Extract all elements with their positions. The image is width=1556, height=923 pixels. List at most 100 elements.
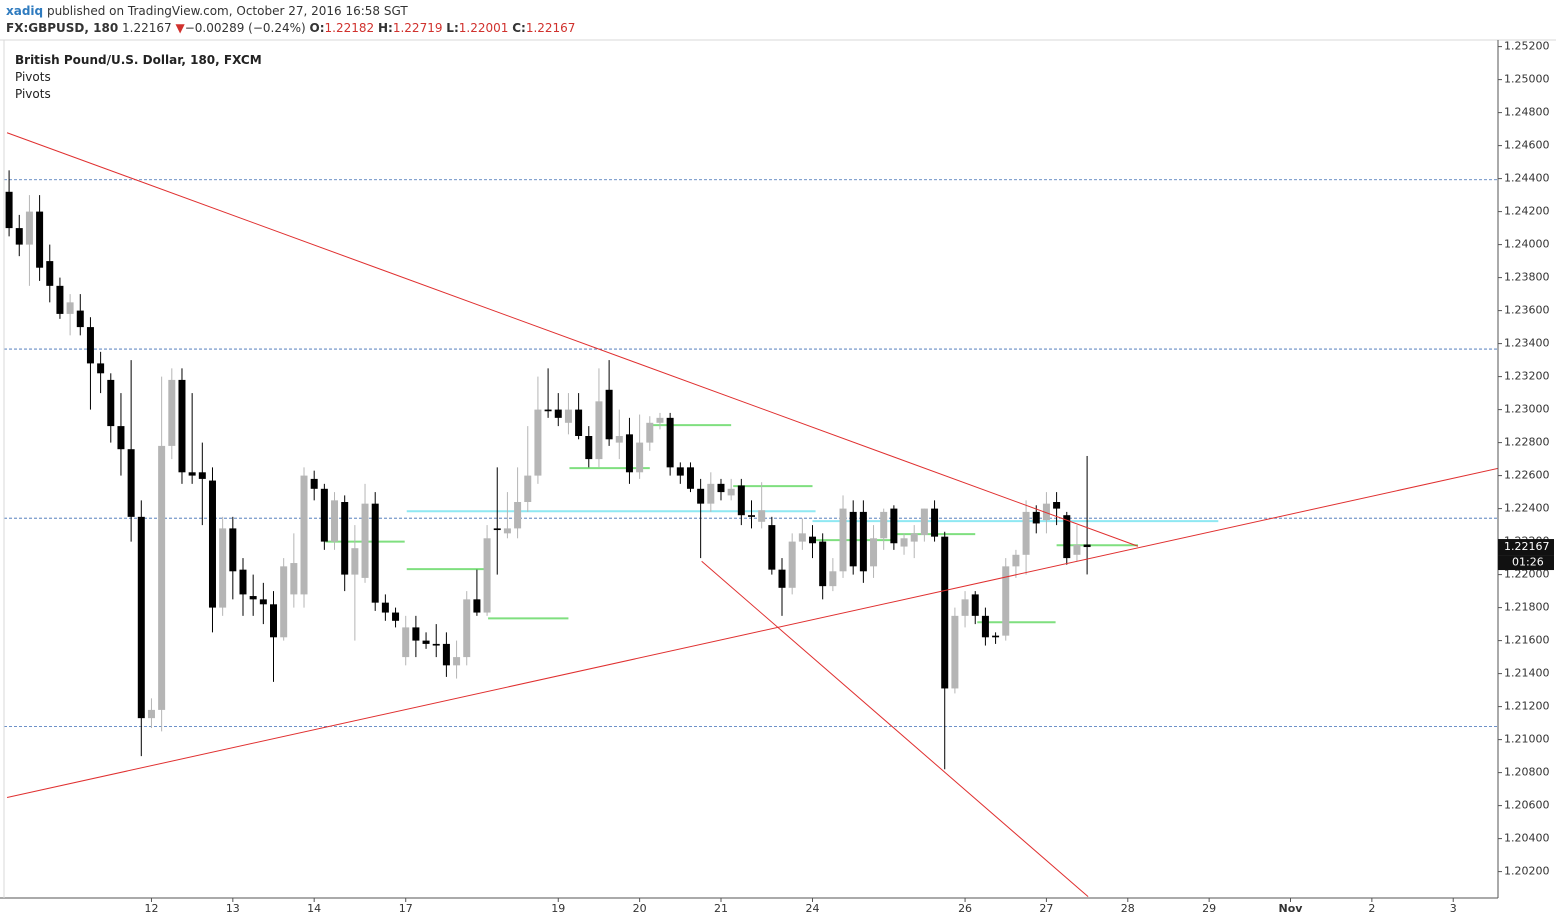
x-tick-label: 12 xyxy=(144,902,158,915)
candle-body xyxy=(829,571,837,587)
candle-body xyxy=(66,302,74,314)
candle-body xyxy=(86,327,94,364)
candle-body xyxy=(46,261,54,286)
symbol: FX:GBPUSD, 180 xyxy=(6,21,119,35)
candle-body xyxy=(839,508,847,572)
publish-line: xadiq published on TradingView.com, Octo… xyxy=(6,4,408,18)
y-tick-label: 1.24600 xyxy=(1504,139,1550,152)
candle-body xyxy=(554,409,562,418)
candle-body xyxy=(473,599,481,613)
candle-body xyxy=(25,211,33,245)
x-tick-label: Nov xyxy=(1279,902,1304,915)
y-tick-label: 1.21800 xyxy=(1504,601,1550,614)
candle-body xyxy=(158,445,166,710)
candle-body xyxy=(76,310,84,328)
candle-body xyxy=(402,627,410,658)
candle-body xyxy=(758,510,766,522)
candle-body xyxy=(534,409,542,476)
y-tick-label: 1.20400 xyxy=(1504,832,1550,845)
candle-body xyxy=(361,503,369,578)
candle-body xyxy=(56,285,64,314)
candle-body xyxy=(524,475,532,502)
candle-body xyxy=(951,615,959,689)
candle-body xyxy=(819,541,827,587)
x-tick-label: 19 xyxy=(551,902,565,915)
candle-body xyxy=(463,599,471,658)
candle-body xyxy=(971,594,979,616)
candle-body xyxy=(595,401,603,460)
y-tick-label: 1.21400 xyxy=(1504,667,1550,680)
y-tick-label: 1.23800 xyxy=(1504,271,1550,284)
trend-line xyxy=(6,132,1139,547)
x-tick-label: 26 xyxy=(958,902,972,915)
candle-body xyxy=(575,409,583,436)
candle-body xyxy=(107,379,115,427)
legend-study[interactable]: Pivots xyxy=(15,70,51,84)
candle-body xyxy=(859,511,867,572)
y-tick-label: 1.25000 xyxy=(1504,73,1550,86)
candle-body xyxy=(788,541,796,588)
x-tick-label: 13 xyxy=(226,902,240,915)
candle-body xyxy=(147,709,155,719)
candle-body xyxy=(351,548,359,575)
candle-body xyxy=(656,417,664,423)
x-tick-label: 28 xyxy=(1121,902,1135,915)
x-tick-label: 14 xyxy=(307,902,321,915)
candle-body xyxy=(1083,544,1091,548)
candle-body xyxy=(208,480,216,608)
x-tick-label: 24 xyxy=(806,902,820,915)
y-tick-label: 1.24200 xyxy=(1504,205,1550,218)
legend-title: British Pound/U.S. Dollar, 180, FXCM xyxy=(15,53,262,67)
change: −0.00289 (−0.24%) xyxy=(184,21,306,35)
candle-body xyxy=(239,569,247,595)
x-tick-label: 2 xyxy=(1368,902,1375,915)
y-tick-label: 1.22600 xyxy=(1504,469,1550,482)
candle-body xyxy=(605,389,613,440)
arrow: ▼ xyxy=(175,21,185,35)
y-tick-label: 1.23400 xyxy=(1504,337,1550,350)
candle-body xyxy=(870,538,878,567)
y-tick-label: 1.21000 xyxy=(1504,733,1550,746)
candle-body xyxy=(737,485,745,516)
candle-body xyxy=(412,627,420,641)
candle-body xyxy=(931,508,939,537)
candle-body xyxy=(1002,566,1010,636)
h-label: H: xyxy=(378,21,393,35)
candle-body xyxy=(880,511,888,539)
countdown-label: 01:26 xyxy=(1512,556,1544,569)
x-tick-label: 29 xyxy=(1202,902,1216,915)
candle-body xyxy=(483,538,491,613)
user[interactable]: xadiq xyxy=(6,4,44,18)
candle-body xyxy=(636,442,644,473)
countdown-box xyxy=(1498,555,1554,571)
y-tick-label: 1.24400 xyxy=(1504,172,1550,185)
y-tick-label: 1.24000 xyxy=(1504,238,1550,251)
candle-body xyxy=(717,483,725,493)
candle-body xyxy=(992,635,1000,638)
candle-body xyxy=(300,475,308,595)
candle-body xyxy=(117,426,125,450)
y-tick-label: 1.20600 xyxy=(1504,799,1550,812)
candle-body xyxy=(442,643,450,666)
candle-body xyxy=(341,502,349,575)
trend-line xyxy=(6,467,1498,799)
candle-body xyxy=(707,483,715,504)
candle-body xyxy=(371,503,379,603)
y-tick-label: 1.21600 xyxy=(1504,634,1550,647)
candle-body xyxy=(747,515,755,517)
candle-body xyxy=(564,409,572,423)
candle-body xyxy=(646,422,654,443)
candle-body xyxy=(900,538,908,547)
candle-body xyxy=(585,436,593,460)
candle-body xyxy=(15,228,23,245)
y-tick-label: 1.22400 xyxy=(1504,502,1550,515)
candle-body xyxy=(920,508,928,535)
x-tick-label: 3 xyxy=(1450,902,1457,915)
candle-body xyxy=(514,502,522,529)
y-tick-label: 1.22800 xyxy=(1504,436,1550,449)
candle-body xyxy=(36,211,44,268)
candle-body xyxy=(1042,503,1050,521)
candle-body xyxy=(615,436,623,443)
legend-study[interactable]: Pivots xyxy=(15,87,51,101)
high: 1.22719 xyxy=(392,21,443,35)
